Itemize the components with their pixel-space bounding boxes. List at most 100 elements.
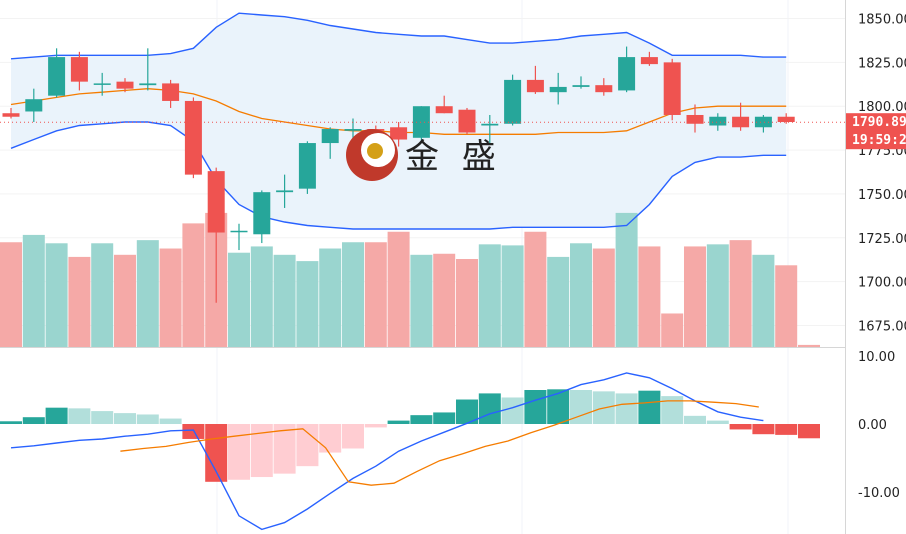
macd-histogram <box>0 389 820 482</box>
macd-histogram-bar <box>706 420 729 424</box>
candle-body <box>162 83 180 101</box>
candle <box>321 127 339 159</box>
macd-histogram-bar <box>364 424 387 428</box>
volume-bar <box>661 313 684 347</box>
volume-bar <box>570 243 592 347</box>
macd-histogram-bar <box>524 390 547 424</box>
candle <box>504 74 522 126</box>
candle <box>139 48 157 91</box>
macd-tick-label: 0.00 <box>858 418 887 433</box>
candle <box>709 113 727 131</box>
candle-body <box>663 62 681 115</box>
volume-bar <box>684 246 706 347</box>
watermark-text: 金 盛 <box>405 137 502 177</box>
candle-body <box>230 230 248 233</box>
candle-body <box>458 109 476 133</box>
candle-body <box>640 57 658 65</box>
volume-bar <box>410 254 433 347</box>
volume-bar <box>0 242 22 347</box>
candle-body <box>25 99 43 112</box>
candle <box>458 107 476 135</box>
price-tick-label: 1850.00 <box>858 13 906 28</box>
volume-bar <box>45 243 68 347</box>
volume-bar <box>433 253 456 347</box>
candle-body <box>754 116 772 128</box>
price-tick-label: 1750.00 <box>858 188 906 203</box>
volume-bar <box>68 256 91 347</box>
macd-histogram-bar <box>410 415 433 424</box>
macd-histogram-bar <box>433 412 456 424</box>
candle-body <box>298 143 316 189</box>
volume-bar <box>547 256 570 347</box>
volume-bar <box>501 245 524 347</box>
candle <box>663 58 681 121</box>
volume-bar <box>136 240 159 347</box>
macd-histogram-bar <box>319 424 342 453</box>
volume-bar <box>615 212 638 347</box>
macd-tick-label: -10.00 <box>858 486 900 501</box>
volume-bar <box>364 242 387 347</box>
price-axis[interactable]: 1850.001825.001800.001775.001750.001725.… <box>858 13 906 335</box>
macd-histogram-bar <box>45 407 68 424</box>
macd-signal-line <box>120 400 759 486</box>
price-tick-label: 1825.00 <box>858 56 906 71</box>
macd-histogram-bar <box>615 393 638 424</box>
macd-histogram-bar <box>273 424 296 474</box>
candle <box>526 65 544 94</box>
macd-histogram-bar <box>296 424 319 467</box>
volume-bar <box>638 246 661 347</box>
candle <box>412 106 430 142</box>
volume-bar <box>729 240 752 347</box>
price-tick-label: 1700.00 <box>858 276 906 291</box>
macd-histogram-bar <box>205 424 228 482</box>
volume-bar <box>524 231 547 347</box>
candle-body <box>549 86 567 93</box>
candle-body <box>2 113 20 117</box>
volume-bar <box>775 265 798 347</box>
last-price-tag-bg <box>846 113 906 150</box>
candle <box>298 141 316 194</box>
volume-bars <box>0 212 820 347</box>
candle-body <box>116 81 134 89</box>
candle-body <box>48 57 66 96</box>
candle <box>25 88 43 123</box>
macd-histogram-bar <box>775 424 798 435</box>
macd-line <box>10 372 764 531</box>
candle <box>70 51 88 91</box>
volume-bar <box>91 243 114 347</box>
price-tick-label: 1725.00 <box>858 232 906 247</box>
candle-body <box>207 171 225 233</box>
candle <box>276 174 294 208</box>
candle <box>184 97 202 179</box>
candle <box>640 51 658 66</box>
candle-body <box>321 129 339 144</box>
volume-bar <box>798 344 820 347</box>
candle <box>686 104 704 133</box>
macd-histogram-bar <box>456 399 478 424</box>
volume-bar <box>478 244 501 347</box>
candle <box>2 107 20 119</box>
candle <box>116 78 134 93</box>
candle <box>390 122 408 147</box>
volume-bar <box>319 248 342 347</box>
candle <box>618 46 636 93</box>
macd-histogram-bar <box>478 393 501 424</box>
macd-histogram-bar <box>501 397 524 424</box>
macd-axis[interactable]: 10.00 0.00 -10.00 <box>858 350 900 501</box>
candle <box>572 76 590 89</box>
candle <box>230 223 248 251</box>
volume-bar <box>22 234 45 347</box>
volume-bar <box>752 254 775 347</box>
macd-histogram-bar <box>638 390 661 424</box>
volume-bar <box>387 231 410 347</box>
macd-histogram-bar <box>136 414 159 424</box>
last-price-tag: 1790.89 19:59:2 <box>846 113 906 150</box>
bollinger-band-fill <box>11 13 787 230</box>
candle <box>93 72 111 96</box>
volume-bar <box>228 252 250 347</box>
candle-body <box>412 106 430 138</box>
candle <box>595 78 613 96</box>
macd-histogram-bar <box>729 424 752 430</box>
macd-lines <box>10 372 764 531</box>
